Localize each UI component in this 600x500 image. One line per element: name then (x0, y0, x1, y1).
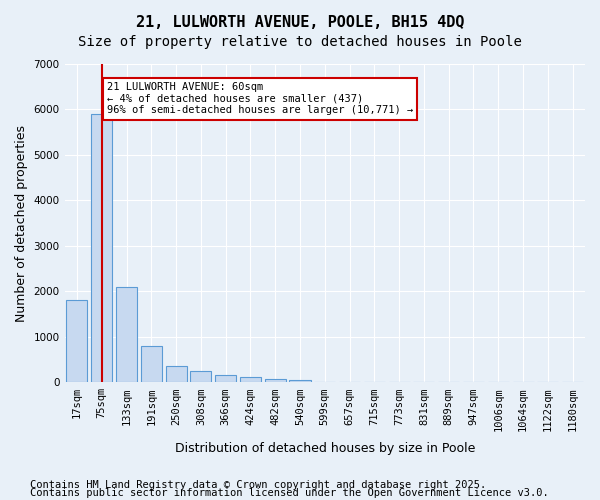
Bar (91, 114, 112, 382)
Bar (265, 378, 286, 382)
Bar (141, 346, 162, 383)
X-axis label: Distribution of detached houses by size in Poole: Distribution of detached houses by size … (175, 442, 475, 455)
Text: Contains public sector information licensed under the Open Government Licence v3: Contains public sector information licen… (30, 488, 549, 498)
Text: 21 LULWORTH AVENUE: 60sqm
← 4% of detached houses are smaller (437)
96% of semi-: 21 LULWORTH AVENUE: 60sqm ← 4% of detach… (107, 82, 413, 116)
Bar (289, 380, 311, 382)
Bar (240, 377, 261, 382)
Bar (116, 287, 137, 382)
Bar (215, 376, 236, 382)
Bar (190, 372, 211, 382)
Text: Contains HM Land Registry data © Crown copyright and database right 2025.: Contains HM Land Registry data © Crown c… (30, 480, 486, 490)
Bar (166, 366, 187, 382)
Bar (67, 300, 88, 382)
Y-axis label: Number of detached properties: Number of detached properties (15, 124, 28, 322)
Text: 21, LULWORTH AVENUE, POOLE, BH15 4DQ: 21, LULWORTH AVENUE, POOLE, BH15 4DQ (136, 15, 464, 30)
Text: Size of property relative to detached houses in Poole: Size of property relative to detached ho… (78, 35, 522, 49)
